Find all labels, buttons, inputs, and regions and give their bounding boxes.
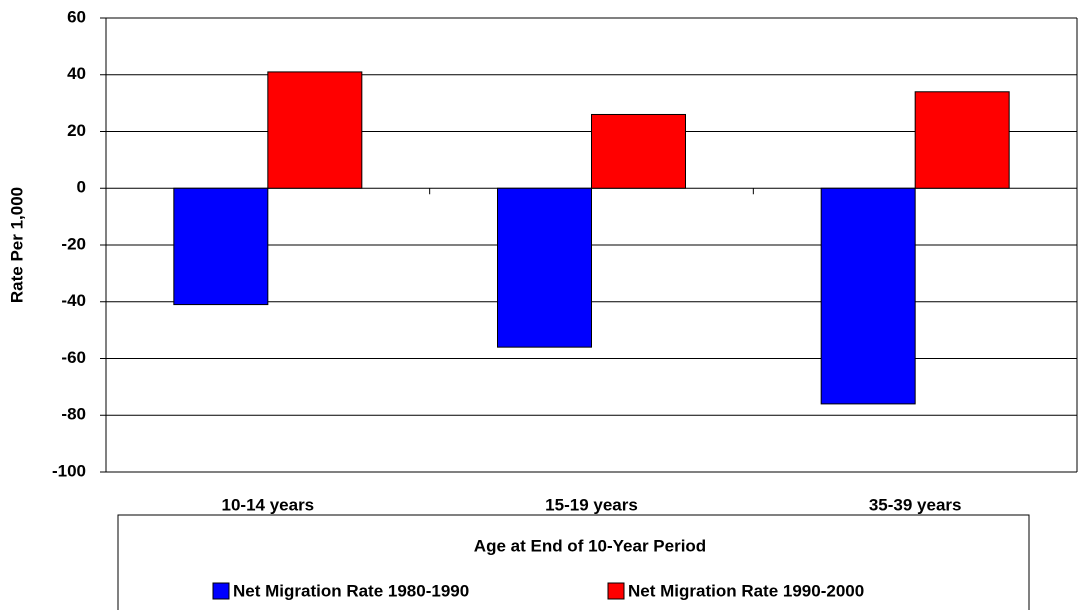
y-tick-label: 40 <box>67 64 86 83</box>
y-tick-label: 60 <box>67 7 86 26</box>
bar <box>497 187 592 348</box>
y-axis-title: Rate Per 1,000 <box>7 187 26 303</box>
y-tick-label: -80 <box>61 405 86 424</box>
x-tick-label: 10-14 years <box>222 495 315 514</box>
y-tick-label: -60 <box>61 348 86 367</box>
bar <box>820 187 916 405</box>
x-tick-label: 35-39 years <box>869 495 962 514</box>
x-tick-label: 15-19 years <box>545 495 638 514</box>
bar <box>591 113 686 189</box>
y-tick-label: -100 <box>52 461 86 480</box>
legend-swatch <box>212 582 230 600</box>
legend-swatch <box>607 582 625 600</box>
y-tick-label: -20 <box>61 234 86 253</box>
bar <box>173 187 269 306</box>
legend-box <box>117 514 1030 610</box>
bar <box>267 71 363 189</box>
y-tick-label: 20 <box>67 121 86 140</box>
legend-label: Net Migration Rate 1980-1990 <box>233 581 469 600</box>
bar <box>914 91 1010 189</box>
y-tick-label: 0 <box>77 178 86 197</box>
legend-label: Net Migration Rate 1990-2000 <box>628 581 864 600</box>
y-tick-label: -40 <box>61 291 86 310</box>
x-axis-title: Age at End of 10-Year Period <box>474 536 706 555</box>
